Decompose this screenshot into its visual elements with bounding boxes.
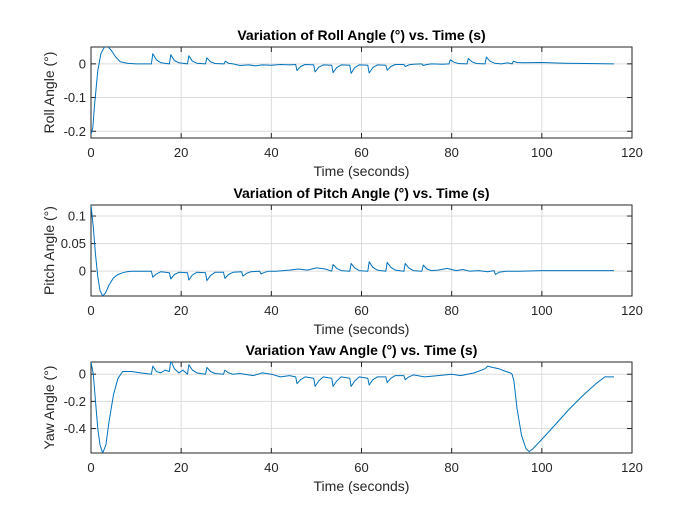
roll-x-tick-label: 120 [621,145,643,160]
pitch-x-tick-label: 60 [354,303,368,318]
pitch-x-tick-label: 0 [87,303,94,318]
roll-y-tick-label: -0.1 [64,90,86,105]
pitch-y-axis-label: Pitch Angle (°) [41,206,57,295]
pitch-y-tick-label: 0 [79,264,86,279]
yaw-x-tick-label: 40 [264,460,278,475]
yaw-x-tick-label: 60 [354,460,368,475]
pitch-x-tick-label: 120 [621,303,643,318]
roll-x-tick-label: 0 [87,145,94,160]
yaw-y-tick-label: 0 [79,367,86,382]
roll-x-tick-label: 20 [174,145,188,160]
roll-x-tick-label: 100 [531,145,553,160]
pitch-chart-title: Variation of Pitch Angle (°) vs. Time (s… [233,185,489,201]
pitch-x-tick-label: 100 [531,303,553,318]
yaw-chart-title: Variation Yaw Angle (°) vs. Time (s) [246,342,478,358]
pitch-x-tick-label: 40 [264,303,278,318]
yaw-x-axis-label: Time (seconds) [314,478,410,494]
yaw-x-tick-label: 120 [621,460,643,475]
pitch-y-tick-label: 0.05 [61,236,86,251]
roll-angle-plot: 0 20 40 60 80 100 120 -0.2 -0.1 0 Variation of Rol… [41,27,643,179]
yaw-x-tick-label: 20 [174,460,188,475]
pitch-y-tick-label: 0.1 [68,209,86,224]
roll-x-tick-label: 80 [444,145,458,160]
yaw-y-tick-label: -0.4 [64,421,86,436]
roll-x-axis-label: Time (seconds) [314,163,410,179]
pitch-series-line [91,205,614,296]
yaw-y-axis-label: Yaw Angle (°) [41,366,57,450]
roll-y-tick-label: 0 [79,56,86,71]
yaw-y-tick-label: -0.2 [64,394,86,409]
yaw-x-tick-label: 0 [87,460,94,475]
pitch-x-tick-label: 20 [174,303,188,318]
roll-chart-title: Variation of Roll Angle (°) vs. Time (s) [237,27,485,43]
pitch-x-axis-label: Time (seconds) [314,321,410,337]
roll-x-tick-label: 60 [354,145,368,160]
pitch-x-tick-label: 80 [444,303,458,318]
pitch-angle-plot: 0 20 40 60 80 100 120 0 0.05 0.1 Variation of Pitc… [41,185,643,337]
yaw-series-line [91,362,614,453]
roll-y-tick-label: -0.2 [64,124,86,139]
yaw-x-tick-label: 100 [531,460,553,475]
yaw-angle-plot: 0 20 40 60 80 100 120 -0.4 -0.2 0 Variation Yaw An… [41,342,643,494]
roll-y-axis-label: Roll Angle (°) [41,52,57,134]
roll-series-line [91,47,615,135]
roll-x-tick-label: 40 [264,145,278,160]
yaw-x-tick-label: 80 [444,460,458,475]
